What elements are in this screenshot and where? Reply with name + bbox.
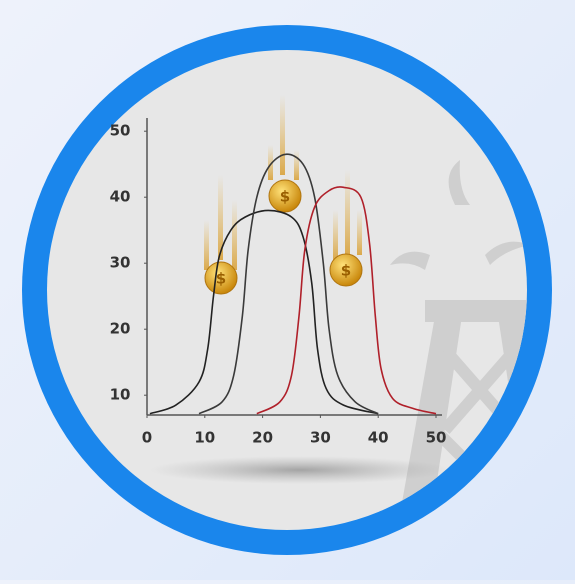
illustration: $ $ $ 10 20 30 40 50 0 10 20 30 40 50 [0,0,575,580]
y-tick-label: 10 [110,386,131,404]
x-tick-label: 20 [252,429,273,447]
svg-text:$: $ [216,270,226,288]
svg-text:$: $ [341,262,351,280]
x-tick-label: 10 [194,429,215,447]
x-tick-label: 30 [310,429,331,447]
x-tick-label: 50 [426,429,447,447]
y-tick-label: 20 [110,320,131,338]
x-tick-label: 0 [142,429,152,447]
y-tick-label: 50 [110,122,131,140]
shadow [150,456,450,484]
x-tick-label: 40 [368,429,389,447]
y-tick-label: 40 [110,188,131,206]
y-tick-label: 30 [110,254,131,272]
svg-text:$: $ [280,188,290,206]
